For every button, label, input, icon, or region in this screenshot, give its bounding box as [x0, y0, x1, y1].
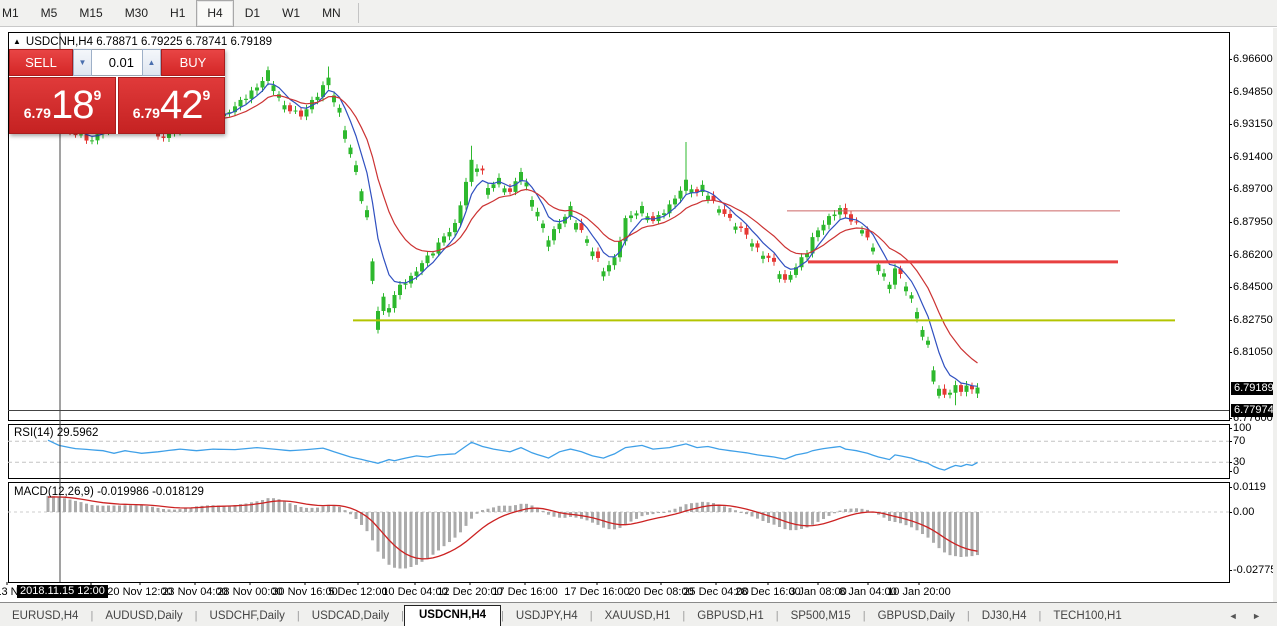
- macd-label: MACD(12,26,9) -0.019986 -0.018129: [14, 486, 204, 498]
- chart-tab-dj30[interactable]: DJ30,H4: [981, 610, 1027, 622]
- time-tick: 13 N: [0, 586, 19, 598]
- sell-quote-button[interactable]: 6.79 18 9: [9, 77, 116, 134]
- chart-tab-audusd[interactable]: AUDUSD,Daily: [105, 610, 183, 622]
- price-tick: 6.96600: [1229, 53, 1273, 65]
- price-tick: 6.84500: [1229, 281, 1273, 293]
- toolbar-separator: [357, 3, 359, 23]
- time-tick: 17 Dec 16:00: [564, 586, 630, 598]
- timeframe-button-m1[interactable]: M1: [2, 6, 19, 20]
- macd-tick: -0.027754: [1229, 564, 1277, 576]
- tab-separator: |: [682, 610, 686, 622]
- tab-separator: |: [501, 610, 504, 622]
- macd-tick: 0.00: [1228, 506, 1255, 518]
- price-tick: 6.87950: [1229, 216, 1273, 228]
- chart-tab-eurusd[interactable]: EURUSD,H4: [12, 610, 79, 622]
- rsi-tick: 70: [1228, 435, 1246, 447]
- tab-separator: |: [90, 610, 94, 622]
- chart-tab-bar: EURUSD,H4 | AUDUSD,Daily | USDCHF,Daily | USDC…: [0, 602, 1277, 626]
- tab-separator: |: [194, 610, 198, 622]
- tab-separator: |: [862, 610, 866, 622]
- price-tick: 6.82750: [1229, 314, 1273, 326]
- chart-tab-sp500[interactable]: SP500,M15: [790, 610, 851, 622]
- timeframe-toolbar: M1 M5 M15 M30 H1 H4 D1 W1 MN: [0, 0, 1277, 27]
- sell-price-sup: 9: [93, 86, 102, 103]
- buy-button[interactable]: BUY: [161, 49, 225, 76]
- timeframe-button-w1[interactable]: W1: [282, 6, 301, 20]
- tab-separator: |: [589, 610, 593, 622]
- timeframe-button-h4[interactable]: H4: [196, 0, 234, 27]
- time-tick: 10 Jan 20:00: [887, 586, 951, 598]
- time-tick: 25 Dec 04:00: [683, 586, 749, 598]
- chart-tab-xauusd[interactable]: XAUUSD,H1: [604, 610, 671, 622]
- rsi-tick: 0: [1228, 465, 1240, 477]
- time-tick: 10 Dec 04:00: [382, 586, 448, 598]
- time-tick: 5 Dec 12:00: [328, 586, 388, 598]
- time-tick: 28 Nov 00:00: [217, 586, 283, 598]
- tab-separator: |: [296, 610, 300, 622]
- sell-price-big: 18: [50, 83, 94, 127]
- price-tick: 6.89700: [1229, 183, 1273, 195]
- sell-price-prefix: 6.79: [23, 104, 51, 121]
- price-tick: 6.94850: [1229, 86, 1273, 98]
- time-tick: 30 Nov 16:00: [272, 586, 338, 598]
- volume-increase-button[interactable]: ▲: [142, 49, 161, 76]
- sell-button[interactable]: SELL: [9, 49, 73, 76]
- rsi-tick: 100: [1228, 422, 1252, 434]
- chart-tab-tech100[interactable]: TECH100,H1: [1053, 610, 1122, 622]
- timeframe-button-d1[interactable]: D1: [244, 6, 261, 20]
- volume-decrease-button[interactable]: ▼: [73, 49, 92, 76]
- price-tick: 6.86200: [1229, 249, 1273, 261]
- tab-separator: |: [966, 610, 970, 622]
- crosshair-price-badge: 6.77974: [1231, 404, 1277, 417]
- chart-tab-usdcad[interactable]: USDCAD,Daily: [311, 610, 390, 622]
- bid-price-badge: 6.79189: [1231, 382, 1277, 395]
- timeframe-button-m15[interactable]: M15: [79, 6, 103, 20]
- chart-tab-gbpusd[interactable]: GBPUSD,Daily: [877, 610, 955, 622]
- rsi-label: RSI(14) 29.5962: [14, 427, 99, 439]
- time-tick: 8 Jan 04:00: [839, 586, 897, 598]
- symbol-ohlc-text: USDCNH,H4 6.78871 6.79225 6.78741 6.7918…: [25, 36, 273, 48]
- chart-title: ▲ USDCNH,H4 6.78871 6.79225 6.78741 6.79…: [13, 36, 272, 48]
- buy-price-prefix: 6.79: [132, 104, 160, 121]
- time-tick: 20 Dec 08:00: [628, 586, 694, 598]
- buy-quote-button[interactable]: 6.79 42 9: [118, 77, 225, 134]
- macd-tick: 0.0119: [1229, 481, 1266, 493]
- volume-input[interactable]: [92, 49, 142, 76]
- tab-scroll-arrows[interactable]: ◄ ►: [1228, 611, 1267, 621]
- price-tick: 6.91400: [1229, 151, 1273, 163]
- buy-price-sup: 9: [202, 86, 211, 103]
- chart-tab-usdjpy[interactable]: USDJPY,H4: [515, 610, 578, 622]
- chart-tab-usdcnh[interactable]: USDCNH,H4: [403, 605, 502, 626]
- timeframe-button-h1[interactable]: H1: [170, 6, 186, 20]
- price-tick: 6.93150: [1229, 118, 1273, 130]
- timeframe-button-m5[interactable]: M5: [40, 6, 58, 20]
- price-tick: 6.81050: [1229, 346, 1273, 358]
- chart-tab-usdchf[interactable]: USDCHF,Daily: [209, 610, 285, 622]
- time-tick: 3 Jan 08:00: [789, 586, 847, 598]
- tab-separator: |: [775, 610, 779, 622]
- timeframe-button-m30[interactable]: M30: [124, 6, 149, 20]
- time-tick: 20 Nov 12:00: [107, 586, 173, 598]
- tab-separator: |: [1038, 610, 1042, 622]
- time-tick: 12 Dec 20:00: [437, 586, 503, 598]
- collapse-icon[interactable]: ▲: [13, 36, 21, 46]
- time-tick: 23 Nov 04:00: [162, 586, 228, 598]
- timeframe-button-mn[interactable]: MN: [322, 6, 341, 20]
- time-tick: 28 Dec 16:00: [735, 586, 801, 598]
- time-tick: 17 Dec 16:00: [492, 586, 558, 598]
- window-edge: [1273, 28, 1277, 602]
- crosshair-time-badge: 2018.11.15 12:00: [17, 585, 108, 598]
- tab-separator: |: [401, 610, 404, 622]
- timeframe-buttons: M1 M5 M15 M30 H1 H4 D1 W1 MN: [0, 0, 352, 27]
- chart-tab-gbpusd[interactable]: GBPUSD,H1: [697, 610, 764, 622]
- rsi-tick: 30: [1228, 456, 1246, 468]
- buy-price-big: 42: [159, 83, 203, 127]
